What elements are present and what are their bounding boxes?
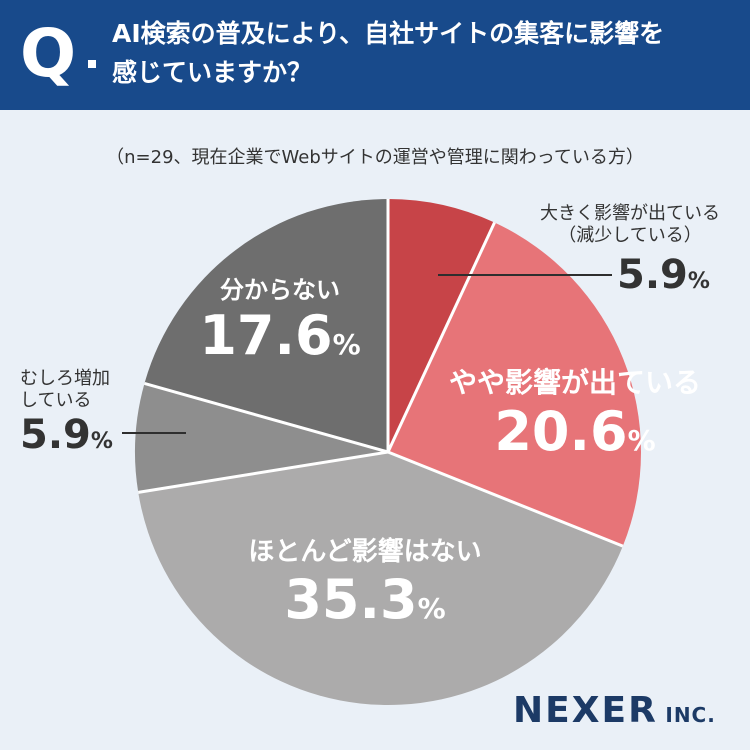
label-unknown: 分からない <box>220 276 340 304</box>
label-slice-no-impact: ほとんど影響はない 35.3% <box>220 535 510 640</box>
slice-no-impact <box>138 452 623 706</box>
label-no-impact: ほとんど影響はない <box>248 537 482 567</box>
label-slice-some-impact: やや影響が出ている 20.6% <box>440 365 710 472</box>
label-slice-increase: むしろ増加 している 5.9% <box>20 368 113 465</box>
label-strong-impact-line1: 大きく影響が出ている <box>540 203 720 224</box>
q-mark: Q <box>20 15 77 92</box>
value-strong-impact: 5.9 <box>617 252 688 298</box>
pct-unknown: % <box>332 328 361 361</box>
pct-increase: % <box>90 429 113 454</box>
logo-sub: INC. <box>665 703 716 727</box>
sample-note: （n=29、現在企業でWebサイトの運営や管理に関わっている方） <box>106 147 644 168</box>
pct-no-impact: % <box>417 592 446 625</box>
nexer-logo: NEXER INC. <box>513 690 716 731</box>
question-header <box>0 0 750 110</box>
slice-separator <box>144 382 389 454</box>
label-strong-impact-line2: （減少している） <box>558 225 702 246</box>
slice-increase <box>135 383 388 493</box>
question-line-1: AI検索の普及により、自社サイトの集客に影響を <box>112 19 665 48</box>
slice-separator <box>387 450 624 548</box>
value-slice-strong-impact: 5.9% <box>617 252 710 305</box>
value-no-impact: 35.3 <box>284 568 418 631</box>
slice-unknown <box>144 199 388 452</box>
label-some-impact: やや影響が出ている <box>448 366 701 399</box>
slice-strong-impact <box>388 199 495 452</box>
pct-strong-impact: % <box>687 269 710 294</box>
label-increase-line2: している <box>20 390 92 411</box>
question-line-2: 感じていますか？ <box>112 58 313 87</box>
label-slice-strong-impact: 大きく影響が出ている （減少している） <box>540 203 720 247</box>
value-some-impact: 20.6 <box>494 400 628 463</box>
value-increase: 5.9 <box>20 412 91 458</box>
logo-main: NEXER <box>513 690 658 731</box>
slice-separator <box>138 450 389 494</box>
value-unknown: 17.6 <box>199 304 333 367</box>
slice-some-impact <box>388 222 641 547</box>
label-slice-unknown: 分からない 17.6% <box>180 275 380 376</box>
slice-separator <box>386 221 496 453</box>
pct-some-impact: % <box>627 424 656 457</box>
q-dot <box>88 60 96 68</box>
label-increase-line1: むしろ増加 <box>20 368 110 389</box>
